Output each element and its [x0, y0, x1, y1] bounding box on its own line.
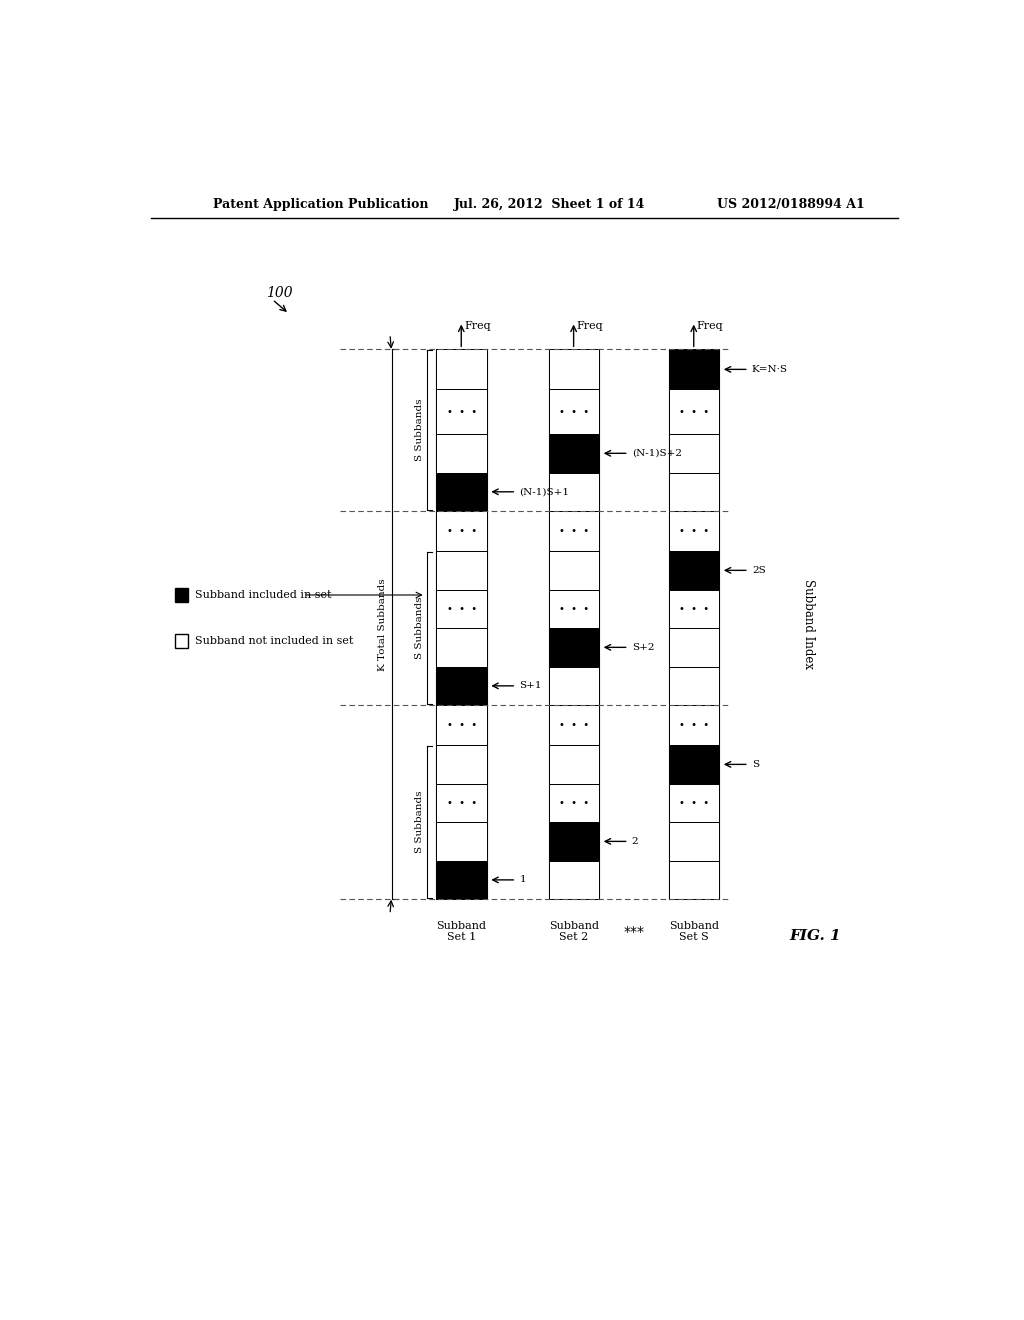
Bar	[436, 473, 486, 511]
Bar	[549, 389, 599, 434]
Bar	[669, 744, 719, 784]
Bar	[669, 667, 719, 705]
Bar	[669, 389, 719, 434]
Text: •  •  •: • • •	[559, 721, 589, 730]
Bar	[436, 628, 486, 667]
Text: Subband
Set 2: Subband Set 2	[549, 921, 599, 942]
Bar	[669, 350, 719, 389]
Bar	[549, 511, 599, 552]
Bar	[436, 389, 486, 434]
Text: S Subbands: S Subbands	[415, 791, 424, 854]
Text: Freq: Freq	[577, 321, 603, 331]
Bar	[549, 473, 599, 511]
Bar	[669, 552, 719, 590]
Bar	[436, 667, 486, 705]
Bar	[669, 861, 719, 899]
Text: S+2: S+2	[632, 643, 654, 652]
Bar	[549, 590, 599, 628]
Bar	[174, 589, 188, 602]
Text: (N-1)S+1: (N-1)S+1	[519, 487, 569, 496]
Bar	[549, 784, 599, 822]
Text: 2: 2	[632, 837, 638, 846]
Text: •  •  •: • • •	[679, 797, 710, 808]
Text: •  •  •: • • •	[559, 603, 589, 614]
Text: S: S	[752, 760, 759, 768]
Bar	[549, 552, 599, 590]
Bar	[436, 861, 486, 899]
Text: •  •  •: • • •	[679, 721, 710, 730]
Text: •  •  •: • • •	[679, 603, 710, 614]
Bar	[436, 705, 486, 744]
Bar	[436, 744, 486, 784]
Text: •  •  •: • • •	[446, 527, 477, 536]
Text: Subband
Set 1: Subband Set 1	[436, 921, 486, 942]
Text: 1: 1	[519, 875, 526, 884]
Text: Subband Index: Subband Index	[802, 579, 815, 669]
Text: •  •  •: • • •	[679, 407, 710, 417]
Text: •  •  •: • • •	[446, 721, 477, 730]
Bar	[549, 667, 599, 705]
Text: (N-1)S+2: (N-1)S+2	[632, 449, 682, 458]
Bar	[669, 473, 719, 511]
Text: Subband included in set: Subband included in set	[195, 590, 331, 601]
Text: FIG. 1: FIG. 1	[790, 929, 841, 942]
Bar	[669, 511, 719, 552]
Text: Patent Application Publication: Patent Application Publication	[213, 198, 429, 211]
Bar	[669, 590, 719, 628]
Text: K Total Subbands: K Total Subbands	[378, 578, 387, 671]
Text: Jul. 26, 2012  Sheet 1 of 14: Jul. 26, 2012 Sheet 1 of 14	[454, 198, 645, 211]
Bar	[174, 635, 188, 648]
Bar	[549, 628, 599, 667]
Text: Freq: Freq	[697, 321, 724, 331]
Bar	[436, 590, 486, 628]
Text: 2S: 2S	[752, 566, 766, 574]
Bar	[549, 744, 599, 784]
Bar	[436, 552, 486, 590]
Text: •  •  •: • • •	[559, 797, 589, 808]
Text: Subband
Set S: Subband Set S	[669, 921, 719, 942]
Text: US 2012/0188994 A1: US 2012/0188994 A1	[717, 198, 864, 211]
Bar	[436, 784, 486, 822]
Text: S+1: S+1	[519, 681, 542, 690]
Bar	[436, 350, 486, 389]
Bar	[669, 628, 719, 667]
Text: K=N·S: K=N·S	[752, 364, 787, 374]
Bar	[436, 434, 486, 473]
Text: •  •  •: • • •	[559, 407, 589, 417]
Text: •  •  •: • • •	[559, 527, 589, 536]
Text: 100: 100	[266, 286, 293, 300]
Text: S Subbands: S Subbands	[415, 597, 424, 660]
Bar	[549, 705, 599, 744]
Bar	[669, 822, 719, 861]
Text: Freq: Freq	[464, 321, 490, 331]
Text: ***: ***	[624, 925, 644, 940]
Bar	[669, 434, 719, 473]
Text: •  •  •: • • •	[446, 797, 477, 808]
Bar	[669, 705, 719, 744]
Text: •  •  •: • • •	[679, 527, 710, 536]
Text: •  •  •: • • •	[446, 603, 477, 614]
Bar	[549, 434, 599, 473]
Text: Subband not included in set: Subband not included in set	[195, 636, 353, 647]
Bar	[436, 511, 486, 552]
Bar	[549, 822, 599, 861]
Bar	[549, 861, 599, 899]
Text: S Subbands: S Subbands	[415, 399, 424, 462]
Bar	[436, 822, 486, 861]
Bar	[669, 784, 719, 822]
Text: •  •  •: • • •	[446, 407, 477, 417]
Bar	[549, 350, 599, 389]
